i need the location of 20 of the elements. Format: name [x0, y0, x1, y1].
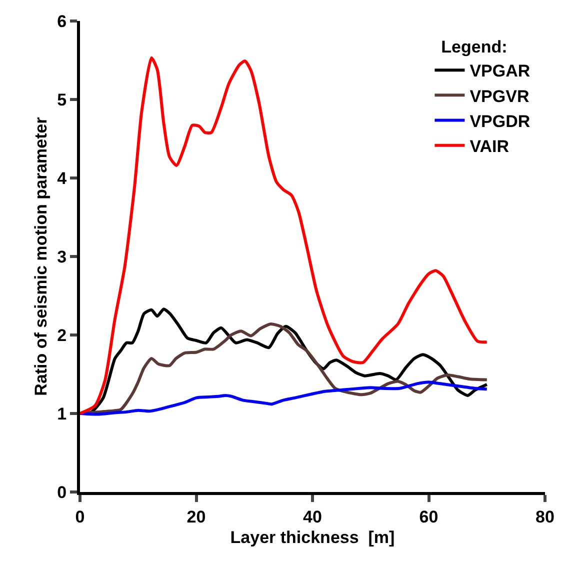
- y-tick-label: 1: [57, 404, 67, 424]
- legend-title: Legend:: [432, 38, 508, 57]
- line-series: [80, 380, 488, 416]
- y-tick-label: 4: [57, 168, 68, 188]
- x-axis-title: Layer thickness [m]: [230, 528, 395, 547]
- y-tick-label: 6: [57, 12, 67, 31]
- x-tick-label: 20: [186, 507, 206, 526]
- legend-label: VPGVR: [470, 86, 530, 106]
- x-tick-label: 0: [75, 507, 85, 526]
- x-tick-label: 60: [419, 507, 438, 526]
- y-tick-label: 5: [57, 90, 67, 110]
- legend-label: VPGAR: [470, 62, 530, 81]
- y-tick-label: 0: [57, 482, 67, 502]
- legend-label: VPGDR: [470, 112, 530, 131]
- y-tick-label: 2: [57, 326, 67, 345]
- legend-label: VAIR: [470, 137, 510, 156]
- y-axis-title: Ratio of seismic motion parameter: [32, 116, 51, 396]
- x-tick-label: 80: [536, 507, 554, 526]
- x-tick-label: 40: [303, 507, 322, 526]
- y-tick-label: 3: [57, 247, 67, 266]
